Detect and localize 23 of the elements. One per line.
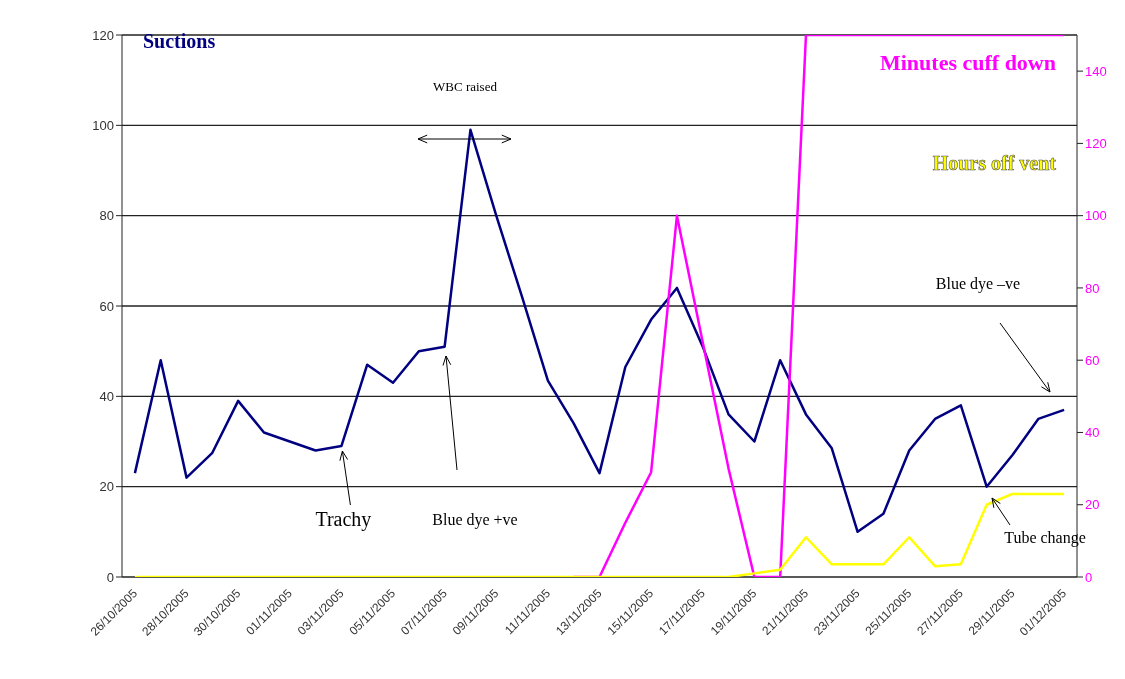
y2-tick-label: 80 bbox=[1085, 280, 1100, 296]
y2-tick-label: 120 bbox=[1085, 136, 1107, 152]
annotation: Blue dye +ve bbox=[432, 510, 518, 529]
annotation: WBC raised bbox=[433, 78, 498, 94]
y2-tick-label: 60 bbox=[1085, 352, 1100, 368]
annotation: Tube change bbox=[1004, 528, 1086, 547]
y2-tick-label: 0 bbox=[1085, 569, 1093, 585]
y-tick-label: 60 bbox=[99, 298, 114, 314]
y-tick-label: 120 bbox=[92, 27, 114, 43]
annotation: Trachy bbox=[315, 508, 372, 532]
y2-tick-label: 140 bbox=[1085, 63, 1107, 79]
y2-tick-label: 100 bbox=[1085, 208, 1107, 224]
annotation: Blue dye –ve bbox=[935, 274, 1021, 293]
text: Hours off vent bbox=[932, 152, 1057, 174]
y-tick-label: 40 bbox=[99, 388, 114, 404]
series-label: Minutes cuff down bbox=[879, 50, 1056, 75]
y-tick-label: 80 bbox=[99, 208, 114, 224]
y-tick-label: 100 bbox=[92, 117, 114, 133]
text: Suctions bbox=[143, 30, 216, 52]
y2-tick-label: 20 bbox=[1085, 497, 1100, 513]
y-tick-label: 20 bbox=[99, 479, 114, 495]
y-tick-label: 0 bbox=[106, 569, 114, 585]
y2-tick-label: 40 bbox=[1085, 425, 1100, 441]
